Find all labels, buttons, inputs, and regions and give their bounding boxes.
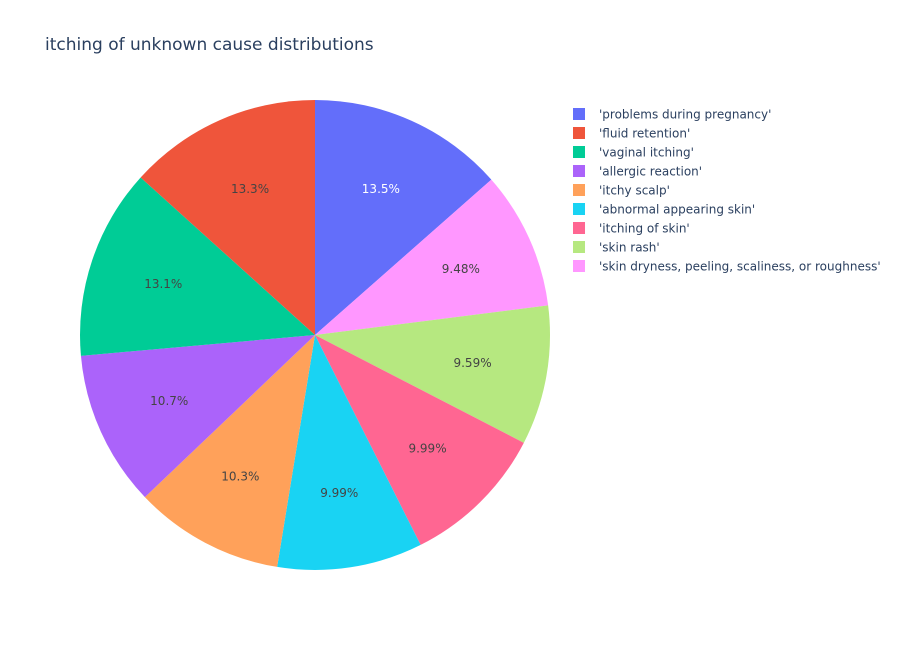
legend-label: 'abnormal appearing skin' — [599, 203, 755, 217]
legend-item[interactable]: 'itching of skin' — [573, 222, 690, 236]
pie-slice[interactable] — [144, 335, 315, 567]
legend-item[interactable]: 'vaginal itching' — [573, 146, 694, 160]
legend-swatch — [573, 146, 585, 158]
pie-slices — [80, 100, 551, 571]
slice-percent-label: 13.3% — [231, 182, 269, 196]
slice-percent-label: 9.48% — [442, 262, 480, 276]
legend-label: 'itchy scalp' — [599, 184, 670, 198]
pie-slice[interactable] — [80, 335, 316, 498]
legend-label: 'skin rash' — [599, 241, 660, 255]
legend-swatch — [573, 165, 585, 177]
pie-slice[interactable] — [277, 335, 421, 571]
pie-slice[interactable] — [315, 100, 492, 335]
legend-item[interactable]: 'fluid retention' — [573, 127, 690, 141]
legend-item[interactable]: 'itchy scalp' — [573, 184, 670, 198]
pie-slice[interactable] — [140, 100, 315, 335]
slice-percent-label: 9.99% — [408, 442, 446, 456]
legend-label: 'allergic reaction' — [599, 165, 702, 179]
slice-percent-label: 10.7% — [150, 394, 188, 408]
slice-percent-label: 10.3% — [221, 470, 259, 484]
chart-title: itching of unknown cause distributions — [45, 35, 374, 55]
legend-item[interactable]: 'skin dryness, peeling, scaliness, or ro… — [573, 260, 881, 274]
slice-percent-label: 13.1% — [144, 277, 182, 291]
legend-item[interactable]: 'allergic reaction' — [573, 165, 702, 179]
slice-percent-label: 9.59% — [453, 356, 491, 370]
legend-swatch — [573, 222, 585, 234]
legend-label: 'fluid retention' — [599, 127, 690, 141]
pie-slice[interactable] — [80, 177, 315, 356]
legend-label: 'skin dryness, peeling, scaliness, or ro… — [599, 260, 881, 274]
legend-swatch — [573, 203, 585, 215]
slice-percent-label: 13.5% — [362, 182, 400, 196]
pie-slice[interactable] — [315, 305, 551, 443]
legend-item[interactable]: 'problems during pregnancy' — [573, 108, 771, 122]
pie-slice-labels: 13.5% 9.48% 9.59% 9.99% 9.99% 10.3% 10.7% 13.1%… — [144, 182, 491, 500]
legend-item[interactable]: 'skin rash' — [573, 241, 660, 255]
legend-swatch — [573, 241, 585, 253]
legend-swatch — [573, 184, 585, 196]
pie-slice[interactable] — [315, 335, 524, 545]
legend-swatch — [573, 260, 585, 272]
legend-item[interactable]: 'abnormal appearing skin' — [573, 203, 755, 217]
legend-swatch — [573, 108, 585, 120]
legend-label: 'vaginal itching' — [599, 146, 694, 160]
legend: 'problems during pregnancy' 'fluid retent… — [573, 108, 881, 274]
legend-label: 'problems during pregnancy' — [599, 108, 771, 122]
legend-label: 'itching of skin' — [599, 222, 690, 236]
legend-swatch — [573, 127, 585, 139]
pie-slice[interactable] — [315, 179, 549, 335]
slice-percent-label: 9.99% — [320, 486, 358, 500]
